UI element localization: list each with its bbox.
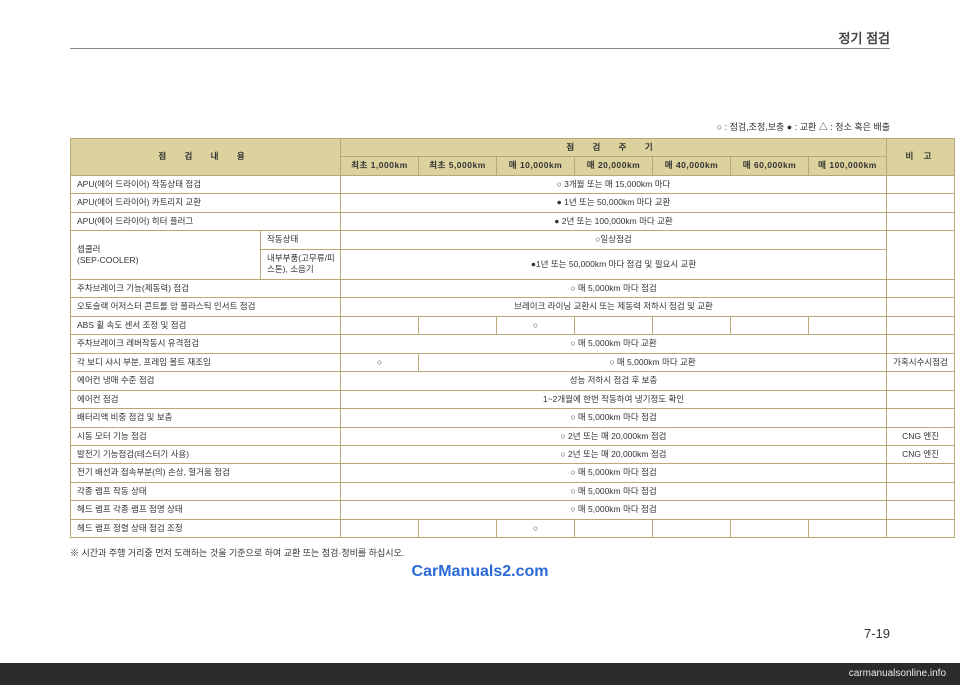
table-cell — [575, 316, 653, 334]
table-row-remark: CNG 엔진 — [887, 445, 955, 463]
table-row-item: APU(에어 드라이어) 작동상태 점검 — [71, 175, 341, 193]
table-cell — [809, 316, 887, 334]
legend-text: ○ : 점검,조정,보충 ● : 교환 △ : 청소 혹은 배출 — [717, 120, 890, 133]
table-row-item: 전기 배선과 접속부분(의) 손상, 헐거움 점검 — [71, 464, 341, 482]
table-body: APU(에어 드라이어) 작동상태 점검○ 3개월 또는 매 15,000km … — [71, 175, 955, 537]
table-row-item: 셉쿨러(SEP-COOLER) — [71, 231, 261, 279]
th-period-3: 매 20,000km — [575, 157, 653, 175]
table-row-item: 배터리액 비중 점검 및 보충 — [71, 409, 341, 427]
table-cell — [419, 519, 497, 537]
table-row-remark — [887, 194, 955, 212]
table-row-value: ● 2년 또는 100,000km 마다 교환 — [341, 212, 887, 230]
table-row-value: 1~2개월에 한번 작동하여 냉기정도 확인 — [341, 390, 887, 408]
table-row-remark — [887, 372, 955, 390]
table-row-value: ○ 매 5,000km 마다 점검 — [341, 501, 887, 519]
watermark: CarManuals2.com — [0, 563, 960, 581]
table-cell — [419, 316, 497, 334]
table-row-subitem: 내부부품(고무류/피스톤), 소음기 — [261, 249, 341, 279]
table-row-value: ○ 매 5,000km 마다 점검 — [341, 482, 887, 500]
table-cell — [341, 316, 419, 334]
table-row-item: 주차브레이크 기능(제동력) 점검 — [71, 279, 341, 297]
table-row-value: ○ 2년 또는 매 20,000km 점검 — [341, 445, 887, 463]
table-row-value: ○ 2년 또는 매 20,000km 점검 — [341, 427, 887, 445]
table-row-remark — [887, 409, 955, 427]
table-row-remark — [887, 519, 955, 537]
table-cell — [809, 519, 887, 537]
table-row-item: 에어컨 점검 — [71, 390, 341, 408]
maintenance-table-wrap: 점 검 내 용 점 검 주 기 비 고 최초 1,000km 최초 5,000k… — [70, 138, 890, 559]
table-cell — [653, 316, 731, 334]
table-cell: ○ — [341, 353, 419, 371]
table-row-item: 시동 모터 기능 점검 — [71, 427, 341, 445]
table-row-item: 각종 램프 작동 상태 — [71, 482, 341, 500]
table-cell: ○ — [497, 519, 575, 537]
table-row-item: 에어컨 냉매 수준 점검 — [71, 372, 341, 390]
table-row-value: ○ 매 5,000km 마다 점검 — [341, 464, 887, 482]
table-row-item: APU(에어 드라이어) 카트리지 교환 — [71, 194, 341, 212]
table-row-remark — [887, 464, 955, 482]
table-row-value: ○ 매 5,000km 마다 교환 — [419, 353, 887, 371]
page-title: 정기 점검 — [839, 28, 890, 47]
table-row-item: ABS 휠 속도 센서 조정 및 점검 — [71, 316, 341, 334]
th-remark: 비 고 — [887, 139, 955, 176]
title-rule — [70, 48, 890, 49]
table-row-remark — [887, 212, 955, 230]
bottom-bar: carmanualsonline.info — [0, 663, 960, 685]
table-row-value: 성능 저하시 점검 후 보충 — [341, 372, 887, 390]
th-period-1: 최초 5,000km — [419, 157, 497, 175]
table-row-remark — [887, 335, 955, 353]
table-row-item: 헤드 램프 정렬 상태 점검 조정 — [71, 519, 341, 537]
table-row-item: 주차브레이크 레버작동시 유격점검 — [71, 335, 341, 353]
th-inspection-period: 점 검 주 기 — [341, 139, 887, 157]
th-inspection-item: 점 검 내 용 — [71, 139, 341, 176]
table-cell — [341, 519, 419, 537]
th-period-0: 최초 1,000km — [341, 157, 419, 175]
table-row-value: ●1년 또는 50,000km 마다 점검 및 필요시 교환 — [341, 249, 887, 279]
th-period-6: 매 100,000km — [809, 157, 887, 175]
table-cell: ○ — [497, 316, 575, 334]
table-cell — [731, 519, 809, 537]
table-row-item: 각 보디 샤시 부분, 프레임 볼트 재조임 — [71, 353, 341, 371]
table-row-remark — [887, 482, 955, 500]
table-row-remark: CNG 엔진 — [887, 427, 955, 445]
table-row-remark — [887, 175, 955, 193]
maintenance-table: 점 검 내 용 점 검 주 기 비 고 최초 1,000km 최초 5,000k… — [70, 138, 955, 538]
th-period-2: 매 10,000km — [497, 157, 575, 175]
footnote: ※ 시간과 주행 거리중 먼저 도래하는 것을 기준으로 하여 교환 또는 점검… — [70, 546, 890, 559]
table-row-value: ● 1년 또는 50,000km 마다 교환 — [341, 194, 887, 212]
table-row-value: ○ 3개월 또는 매 15,000km 마다 — [341, 175, 887, 193]
table-row-value: ○일상점검 — [341, 231, 887, 249]
table-row-value: 브레이크 라이닝 교환시 또는 제동력 저하시 점검 및 교환 — [341, 298, 887, 316]
table-cell — [653, 519, 731, 537]
table-row-remark — [887, 298, 955, 316]
th-period-5: 매 60,000km — [731, 157, 809, 175]
table-row-remark — [887, 390, 955, 408]
table-row-item: 헤드 램프 각종 램프 점명 상태 — [71, 501, 341, 519]
table-row-item: 발전기 기능점검(테스터기 사용) — [71, 445, 341, 463]
table-cell — [731, 316, 809, 334]
table-row-remark: 가혹시수시점검 — [887, 353, 955, 371]
table-row-remark — [887, 279, 955, 297]
table-row-item: 오토슬랙 어저스터 콘트롤 암 플라스틱 인서트 점검 — [71, 298, 341, 316]
table-row-subitem: 작동상태 — [261, 231, 341, 249]
table-row-value: ○ 매 5,000km 마다 점검 — [341, 409, 887, 427]
table-row-remark — [887, 501, 955, 519]
table-row-value: ○ 매 5,000km 마다 점검 — [341, 279, 887, 297]
page-number: 7-19 — [864, 626, 890, 641]
table-row-remark — [887, 231, 955, 279]
table-row-item: APU(에어 드라이어) 히터 플러그 — [71, 212, 341, 230]
th-period-4: 매 40,000km — [653, 157, 731, 175]
table-cell — [575, 519, 653, 537]
table-row-remark — [887, 316, 955, 334]
table-row-value: ○ 매 5,000km 마다 교환 — [341, 335, 887, 353]
